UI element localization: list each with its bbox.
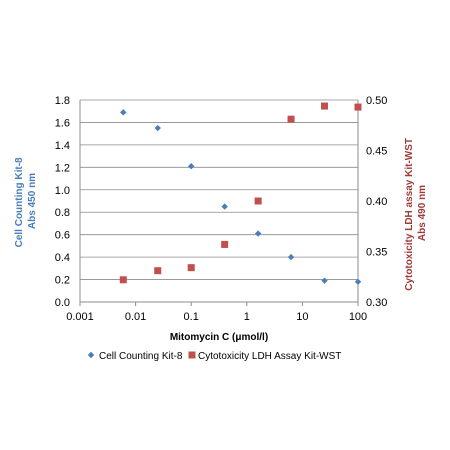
legend-marker-diamond	[87, 351, 95, 359]
data-point-ldh-assay	[187, 264, 195, 272]
y-left-tick-label: 0.8	[55, 207, 70, 219]
data-point-cell-counting-kit-8	[354, 278, 362, 285]
y-left-tick-label: 0.4	[55, 252, 70, 264]
y-right-axis-title-line-1: Cytotoxicity LDH assay Kit-WST	[404, 138, 415, 291]
data-point-ldh-assay	[354, 103, 362, 111]
x-tick-label: 0.001	[66, 311, 94, 323]
y-right-tick-label: 0.45	[366, 146, 387, 158]
y-left-axis-title: Cell Counting Kit-8 Abs 450 nm	[14, 155, 38, 248]
y-right-tick-label: 0.40	[366, 196, 387, 208]
gridlines	[80, 99, 358, 303]
data-points	[119, 102, 362, 285]
data-point-ldh-assay	[287, 115, 295, 123]
data-point-ldh-assay	[119, 276, 127, 284]
legend-marker-square	[188, 351, 196, 359]
legend: Cell Counting Kit-8 Cytotoxicity LDH Ass…	[87, 351, 341, 362]
data-point-cell-counting-kit-8	[120, 109, 127, 116]
x-tick-label: 0.1	[184, 311, 199, 323]
x-axis-title: Mitomycin C (μmol/l)	[170, 332, 268, 343]
legend-label: Cytotoxicity LDH Assay Kit-WST	[198, 351, 341, 362]
y-left-tick-label: 1.2	[55, 162, 70, 174]
data-point-ldh-assay	[154, 267, 162, 275]
data-point-cell-counting-kit-8	[287, 253, 295, 261]
y-left-tick-label: 1.4	[55, 140, 70, 152]
x-tick-label: 100	[349, 311, 367, 323]
legend-item-cell-counting-kit-8: Cell Counting Kit-8	[87, 351, 183, 362]
y-left-tick-label: 0.2	[55, 275, 70, 287]
data-point-cell-counting-kit-8	[154, 124, 161, 132]
axes	[79, 100, 359, 303]
data-point-cell-counting-kit-8	[221, 203, 228, 210]
y-left-axis-title-line-1: Cell Counting Kit-8	[14, 157, 25, 247]
y-right-tick-label: 0.35	[366, 247, 387, 259]
x-tick-label: 10	[296, 311, 308, 323]
x-tick-label: 1	[244, 311, 250, 323]
legend-item-ldh-assay: Cytotoxicity LDH Assay Kit-WST	[188, 351, 341, 362]
y-right-tick-label: 0.50	[366, 95, 387, 107]
data-point-cell-counting-kit-8	[188, 163, 195, 170]
data-point-ldh-assay	[254, 197, 262, 205]
y-right-tick-label: 0.30	[366, 297, 387, 309]
y-left-axis-title-line-2: Abs 450 nm	[27, 173, 38, 229]
data-point-cell-counting-kit-8	[321, 277, 328, 284]
y-left-tick-label: 1.0	[55, 185, 70, 197]
x-tick-label: 0.01	[125, 311, 146, 323]
y-left-tick-label: 0.6	[55, 230, 70, 242]
data-point-cell-counting-kit-8	[254, 230, 262, 237]
legend-label: Cell Counting Kit-8	[99, 351, 183, 362]
y-right-axis-title: Cytotoxicity LDH assay Kit-WST Abs 490 n…	[404, 135, 428, 291]
data-point-ldh-assay	[221, 240, 229, 248]
y-right-axis-title-line-2: Abs 490 nm	[417, 185, 428, 241]
tick-labels: 0.0 0.2 0.4 0.6 0.8 1.0 1.2 1.4 1.6 1.8 0.30 0.35 0.…	[55, 95, 388, 323]
y-left-tick-label: 0.0	[55, 297, 70, 309]
y-left-tick-label: 1.6	[55, 117, 70, 129]
y-left-tick-label: 1.8	[55, 95, 70, 107]
data-point-ldh-assay	[321, 102, 329, 110]
